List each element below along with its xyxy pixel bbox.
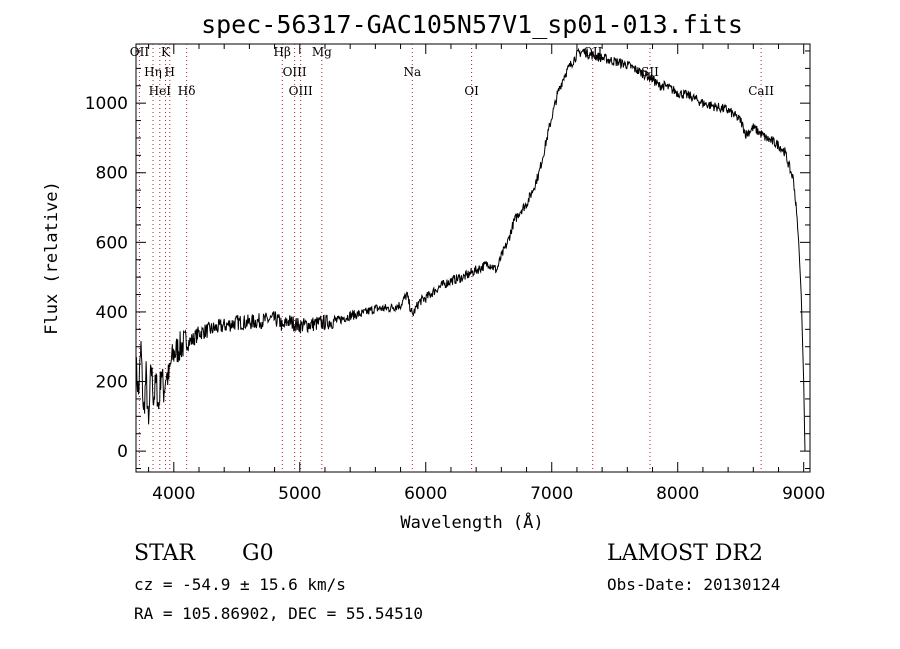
x-axis-label: Wavelength (Å) xyxy=(400,511,543,533)
emission-line-markers xyxy=(138,44,762,472)
obs-date-text: Obs-Date: 20130124 xyxy=(607,575,780,594)
emission-line-label: OIII xyxy=(289,84,313,98)
y-tick-label: 1000 xyxy=(85,94,128,114)
emission-line-label: CaII xyxy=(748,84,774,98)
x-tick-label: 4000 xyxy=(152,484,195,504)
emission-line-label: HeI xyxy=(149,84,172,98)
emission-line-label: H xyxy=(165,65,175,79)
emission-line-label: Na xyxy=(403,65,421,79)
emission-line-label: Hβ xyxy=(274,45,291,59)
class-label: STAR xyxy=(134,541,196,566)
x-tick-label: 8000 xyxy=(656,484,699,504)
redshift-text: cz = -54.9 ± 15.6 km/s xyxy=(134,575,346,594)
y-axis-ticks: 0 200 400 600 800 1000 xyxy=(85,50,810,470)
y-tick-label: 800 xyxy=(96,164,128,184)
y-tick-label: 0 xyxy=(117,442,128,462)
y-tick-label: 600 xyxy=(96,233,128,253)
x-tick-label: 9000 xyxy=(782,484,825,504)
x-tick-label: 7000 xyxy=(530,484,573,504)
subclass-label: G0 xyxy=(242,541,274,566)
emission-line-label: K xyxy=(161,45,171,59)
x-tick-label: 6000 xyxy=(404,484,447,504)
spectrum-line xyxy=(135,47,806,452)
chart-title: spec-56317-GAC105N57V1_sp01-013.fits xyxy=(201,10,743,39)
y-axis-label: Flux (relative) xyxy=(42,181,62,335)
survey-label: LAMOST DR2 xyxy=(607,541,763,566)
emission-line-label: OII xyxy=(130,45,150,59)
emission-line-label: Hη xyxy=(144,65,162,79)
plot-frame xyxy=(135,43,811,473)
x-tick-label: 5000 xyxy=(278,484,321,504)
x-axis-ticks: 4000 5000 6000 7000 8000 9000 xyxy=(148,44,825,504)
emission-line-label: Mg xyxy=(312,45,332,59)
spectrum-info: STAR G0 LAMOST DR2 cz = -54.9 ± 15.6 km/… xyxy=(134,541,780,623)
emission-line-label: OI xyxy=(464,84,479,98)
emission-line-label: OIII xyxy=(283,65,307,79)
y-tick-label: 200 xyxy=(96,373,128,393)
coordinates-text: RA = 105.86902, DEC = 55.54510 xyxy=(134,604,423,623)
y-tick-label: 400 xyxy=(96,303,128,323)
emission-line-label: Hδ xyxy=(178,84,196,98)
